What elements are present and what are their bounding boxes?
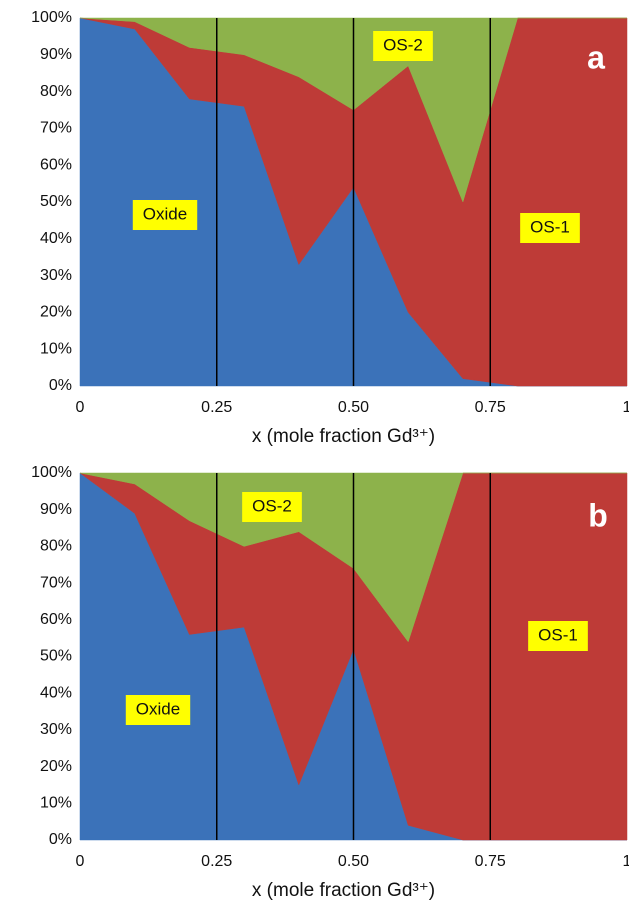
annotation: OS-2: [373, 31, 433, 61]
y-tick-label: 10%: [40, 795, 72, 812]
y-tick-label: 60%: [40, 156, 72, 173]
x-tick-label: 0.25: [201, 399, 232, 416]
y-tick-label: 80%: [40, 83, 72, 100]
y-tick-label: 90%: [40, 46, 72, 63]
y-tick-label: 0%: [49, 831, 72, 848]
x-tick-label: 0.75: [475, 853, 506, 870]
y-tick-label: 100%: [31, 9, 72, 26]
y-tick-label: 60%: [40, 611, 72, 628]
y-tick-label: 80%: [40, 538, 72, 555]
annotation-box: [242, 492, 302, 522]
x-tick-label: 1: [623, 399, 629, 416]
annotation: Oxide: [132, 200, 198, 230]
annotation-text: OS-2: [252, 496, 292, 515]
annotation-text: OS-1: [538, 625, 578, 644]
annotation: OS-1: [528, 621, 588, 651]
y-tick-label: 50%: [40, 193, 72, 210]
annotation: OS-1: [520, 213, 580, 243]
annotation: OS-2: [242, 492, 302, 522]
annotation-box: [520, 213, 580, 243]
annotation: Oxide: [125, 695, 191, 725]
x-tick-label: 0.50: [338, 399, 369, 416]
x-tick-label: 0.50: [338, 853, 369, 870]
panel-label: b: [588, 497, 608, 533]
annotation-text: OS-1: [530, 217, 570, 236]
y-tick-label: 100%: [31, 464, 72, 481]
annotation-text: Oxide: [143, 204, 187, 223]
annotation-text: OS-2: [383, 35, 423, 54]
y-tick-label: 40%: [40, 230, 72, 247]
y-tick-label: 40%: [40, 684, 72, 701]
y-tick-label: 10%: [40, 340, 72, 357]
y-tick-label: 90%: [40, 501, 72, 518]
panel-label: a: [587, 39, 605, 75]
y-tick-label: 30%: [40, 267, 72, 284]
annotation-box: [373, 31, 433, 61]
annotation-box: [125, 695, 191, 725]
y-tick-label: 20%: [40, 758, 72, 775]
x-tick-label: 0.75: [475, 399, 506, 416]
x-tick-label: 0: [76, 853, 85, 870]
y-tick-label: 50%: [40, 648, 72, 665]
y-tick-label: 20%: [40, 304, 72, 321]
annotation-text: Oxide: [136, 699, 180, 718]
y-tick-label: 70%: [40, 120, 72, 137]
x-tick-label: 0: [76, 399, 85, 416]
y-tick-label: 30%: [40, 721, 72, 738]
y-tick-label: 0%: [49, 377, 72, 394]
x-axis-label: x (mole fraction Gd³⁺): [252, 880, 435, 901]
annotation-box: [132, 200, 198, 230]
annotation-box: [528, 621, 588, 651]
x-tick-label: 1: [623, 853, 629, 870]
x-tick-label: 0.25: [201, 853, 232, 870]
y-tick-label: 70%: [40, 574, 72, 591]
x-axis-label: x (mole fraction Gd³⁺): [252, 426, 435, 447]
